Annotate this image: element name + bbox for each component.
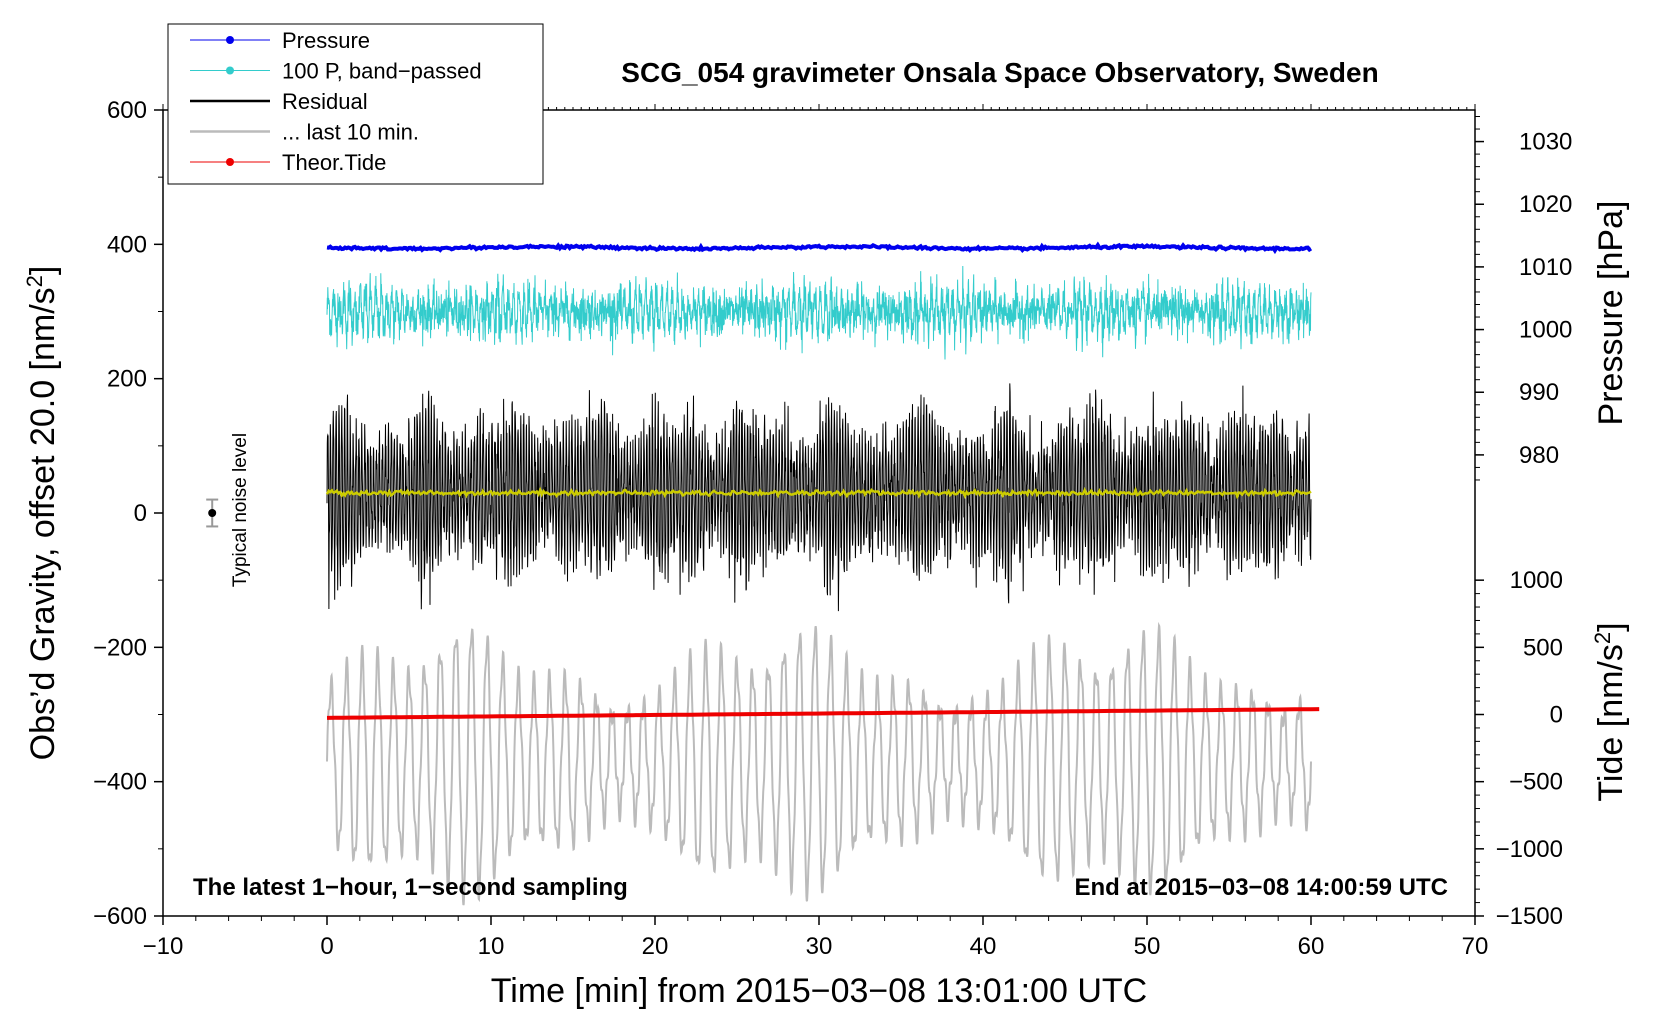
x-tick-label: 50 <box>1134 933 1161 960</box>
tide-tick-label: −1500 <box>1496 903 1563 930</box>
tide-tick-label: 1000 <box>1510 567 1563 594</box>
x-tick-label: 40 <box>970 933 997 960</box>
tide-tick-label: −1000 <box>1496 836 1563 863</box>
pressure-tick-label: 980 <box>1519 442 1559 469</box>
tide-tick-label: 500 <box>1523 634 1563 661</box>
x-tick-label: 60 <box>1298 933 1325 960</box>
x-tick-label: −10 <box>143 933 184 960</box>
y-axis-title-left-end: ] <box>24 266 62 275</box>
legend-box <box>167 23 544 185</box>
y-axis-title-left-text: Obs’d Gravity, offset 20.0 [nm/s <box>24 287 62 760</box>
y-tick-label: −200 <box>93 634 147 661</box>
y-tick-label: −400 <box>93 769 147 796</box>
legend-label: 100 P, band−passed <box>282 59 482 84</box>
legend-marker <box>226 66 234 75</box>
pressure-tick-label: 990 <box>1519 379 1559 406</box>
tide-tick-label: −500 <box>1509 769 1563 796</box>
y-axis-title-tide-text: Tide [nm/s <box>1592 644 1630 801</box>
series-layer <box>325 241 1320 906</box>
x-axis-title: Time [min] from 2015−03−08 13:01:00 UTC <box>491 972 1147 1010</box>
y-axis-title-left: Obs’d Gravity, offset 20.0 [nm/s2] <box>22 266 62 761</box>
pressure-tick-label: 1000 <box>1519 317 1572 344</box>
series-theor-tide <box>326 707 1320 720</box>
y-axis-title-tide-end: ] <box>1592 622 1630 631</box>
x-tick-label: 30 <box>806 933 833 960</box>
legend-label: Residual <box>282 89 368 114</box>
note-bottom-left: The latest 1−hour, 1−second sampling <box>193 874 628 901</box>
x-tick-label: 70 <box>1462 933 1489 960</box>
series-pressure <box>326 241 1313 255</box>
pressure-tick-label: 1010 <box>1519 254 1572 281</box>
legend-marker <box>226 36 234 44</box>
y-axis-title-pressure: Pressure [hPa] <box>1592 201 1630 426</box>
legend: Pressure 100 P, band−passed Residual ... la… <box>167 23 544 185</box>
ticks-layer: −10 0 10 20 30 40 50 60 706004002000−200−400−600… <box>93 97 1572 960</box>
series-band-passed-pressure <box>326 265 1312 360</box>
y-tick-label: 200 <box>107 366 147 393</box>
y-axis-title-tide-sup: 2 <box>1590 632 1615 644</box>
series-residual-mean <box>325 486 1312 500</box>
x-tick-label: 0 <box>320 933 333 960</box>
y-axis-title-left-sup: 2 <box>22 275 47 287</box>
noise-point <box>208 509 217 517</box>
noise-marker <box>206 498 219 528</box>
tide-tick-label: 0 <box>1550 702 1563 729</box>
x-tick-label: 10 <box>478 933 505 960</box>
noise-label: Typical noise level <box>230 433 251 587</box>
legend-label: Theor.Tide <box>282 150 386 175</box>
series-last-10-min <box>326 621 1312 906</box>
pressure-tick-label: 1030 <box>1519 129 1572 156</box>
y-tick-label: 0 <box>134 500 147 527</box>
chart-title: SCG_054 gravimeter Onsala Space Observat… <box>621 57 1378 88</box>
x-tick-label: 20 <box>642 933 669 960</box>
series-residual <box>326 383 1312 612</box>
y-tick-label: 600 <box>107 97 147 124</box>
legend-label: Pressure <box>282 28 370 53</box>
legend-marker <box>226 158 234 166</box>
pressure-tick-label: 1020 <box>1519 191 1572 218</box>
y-axis-title-tide: Tide [nm/s2] <box>1590 622 1630 801</box>
y-tick-label: −600 <box>93 903 147 930</box>
note-bottom-right: End at 2015−03−08 14:00:59 UTC <box>1074 874 1448 901</box>
y-tick-label: 400 <box>107 231 147 258</box>
legend-label: ... last 10 min. <box>282 120 419 145</box>
